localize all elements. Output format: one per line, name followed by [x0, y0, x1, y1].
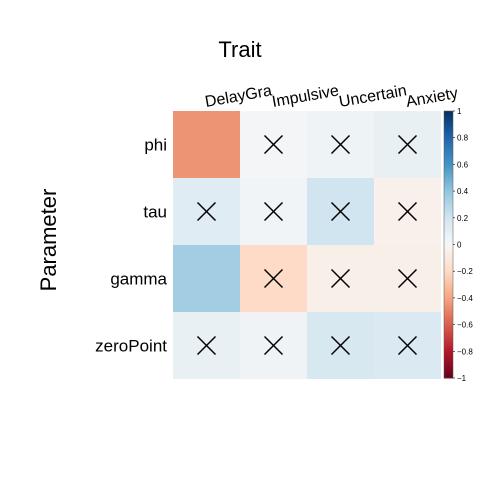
column-label-Uncertain: Uncertain — [338, 82, 408, 111]
y-axis-label: Parameter — [36, 189, 61, 292]
colorbar-tick-label: 0.4 — [457, 187, 469, 196]
colorbar: 1 0.8 0.6 0.4 0.2 0 −0.2 −0.4 −0.6 −0.8 −1 — [444, 107, 473, 383]
colorbar-tick-label: −0.8 — [457, 347, 473, 356]
column-label-DelayGra: DelayGra — [204, 82, 274, 110]
colorbar-tick-label: 1 — [457, 107, 462, 116]
colorbar-tick-label: −1 — [457, 374, 467, 383]
colorbar-tick-label: 0 — [457, 241, 462, 250]
row-labels: phi tau gamma zeroPoint — [95, 136, 167, 356]
row-label-tau: tau — [143, 203, 167, 222]
column-label-Impulsive: Impulsive — [271, 82, 341, 110]
colorbar-tick-label: −0.6 — [457, 321, 473, 330]
column-labels: DelayGraImpulsiveUncertainAnxiety — [204, 82, 460, 111]
colorbar-tick-label: 0.8 — [457, 134, 469, 143]
column-label-Anxiety: Anxiety — [405, 85, 460, 111]
colorbar-tick-label: −0.2 — [457, 267, 473, 276]
chart-title: Trait — [218, 37, 261, 62]
row-label-gamma: gamma — [110, 270, 167, 289]
colorbar-tick-label: 0.6 — [457, 160, 469, 169]
heatmap-cells — [173, 111, 441, 379]
colorbar-tick-label: −0.4 — [457, 294, 473, 303]
row-label-phi: phi — [144, 136, 167, 155]
colorbar-tick-label: 0.2 — [457, 214, 469, 223]
row-label-zeroPoint: zeroPoint — [95, 337, 167, 356]
heatmap-cell-phi-DelayGra — [173, 111, 240, 178]
heatmap-cell-gamma-DelayGra — [173, 245, 240, 312]
